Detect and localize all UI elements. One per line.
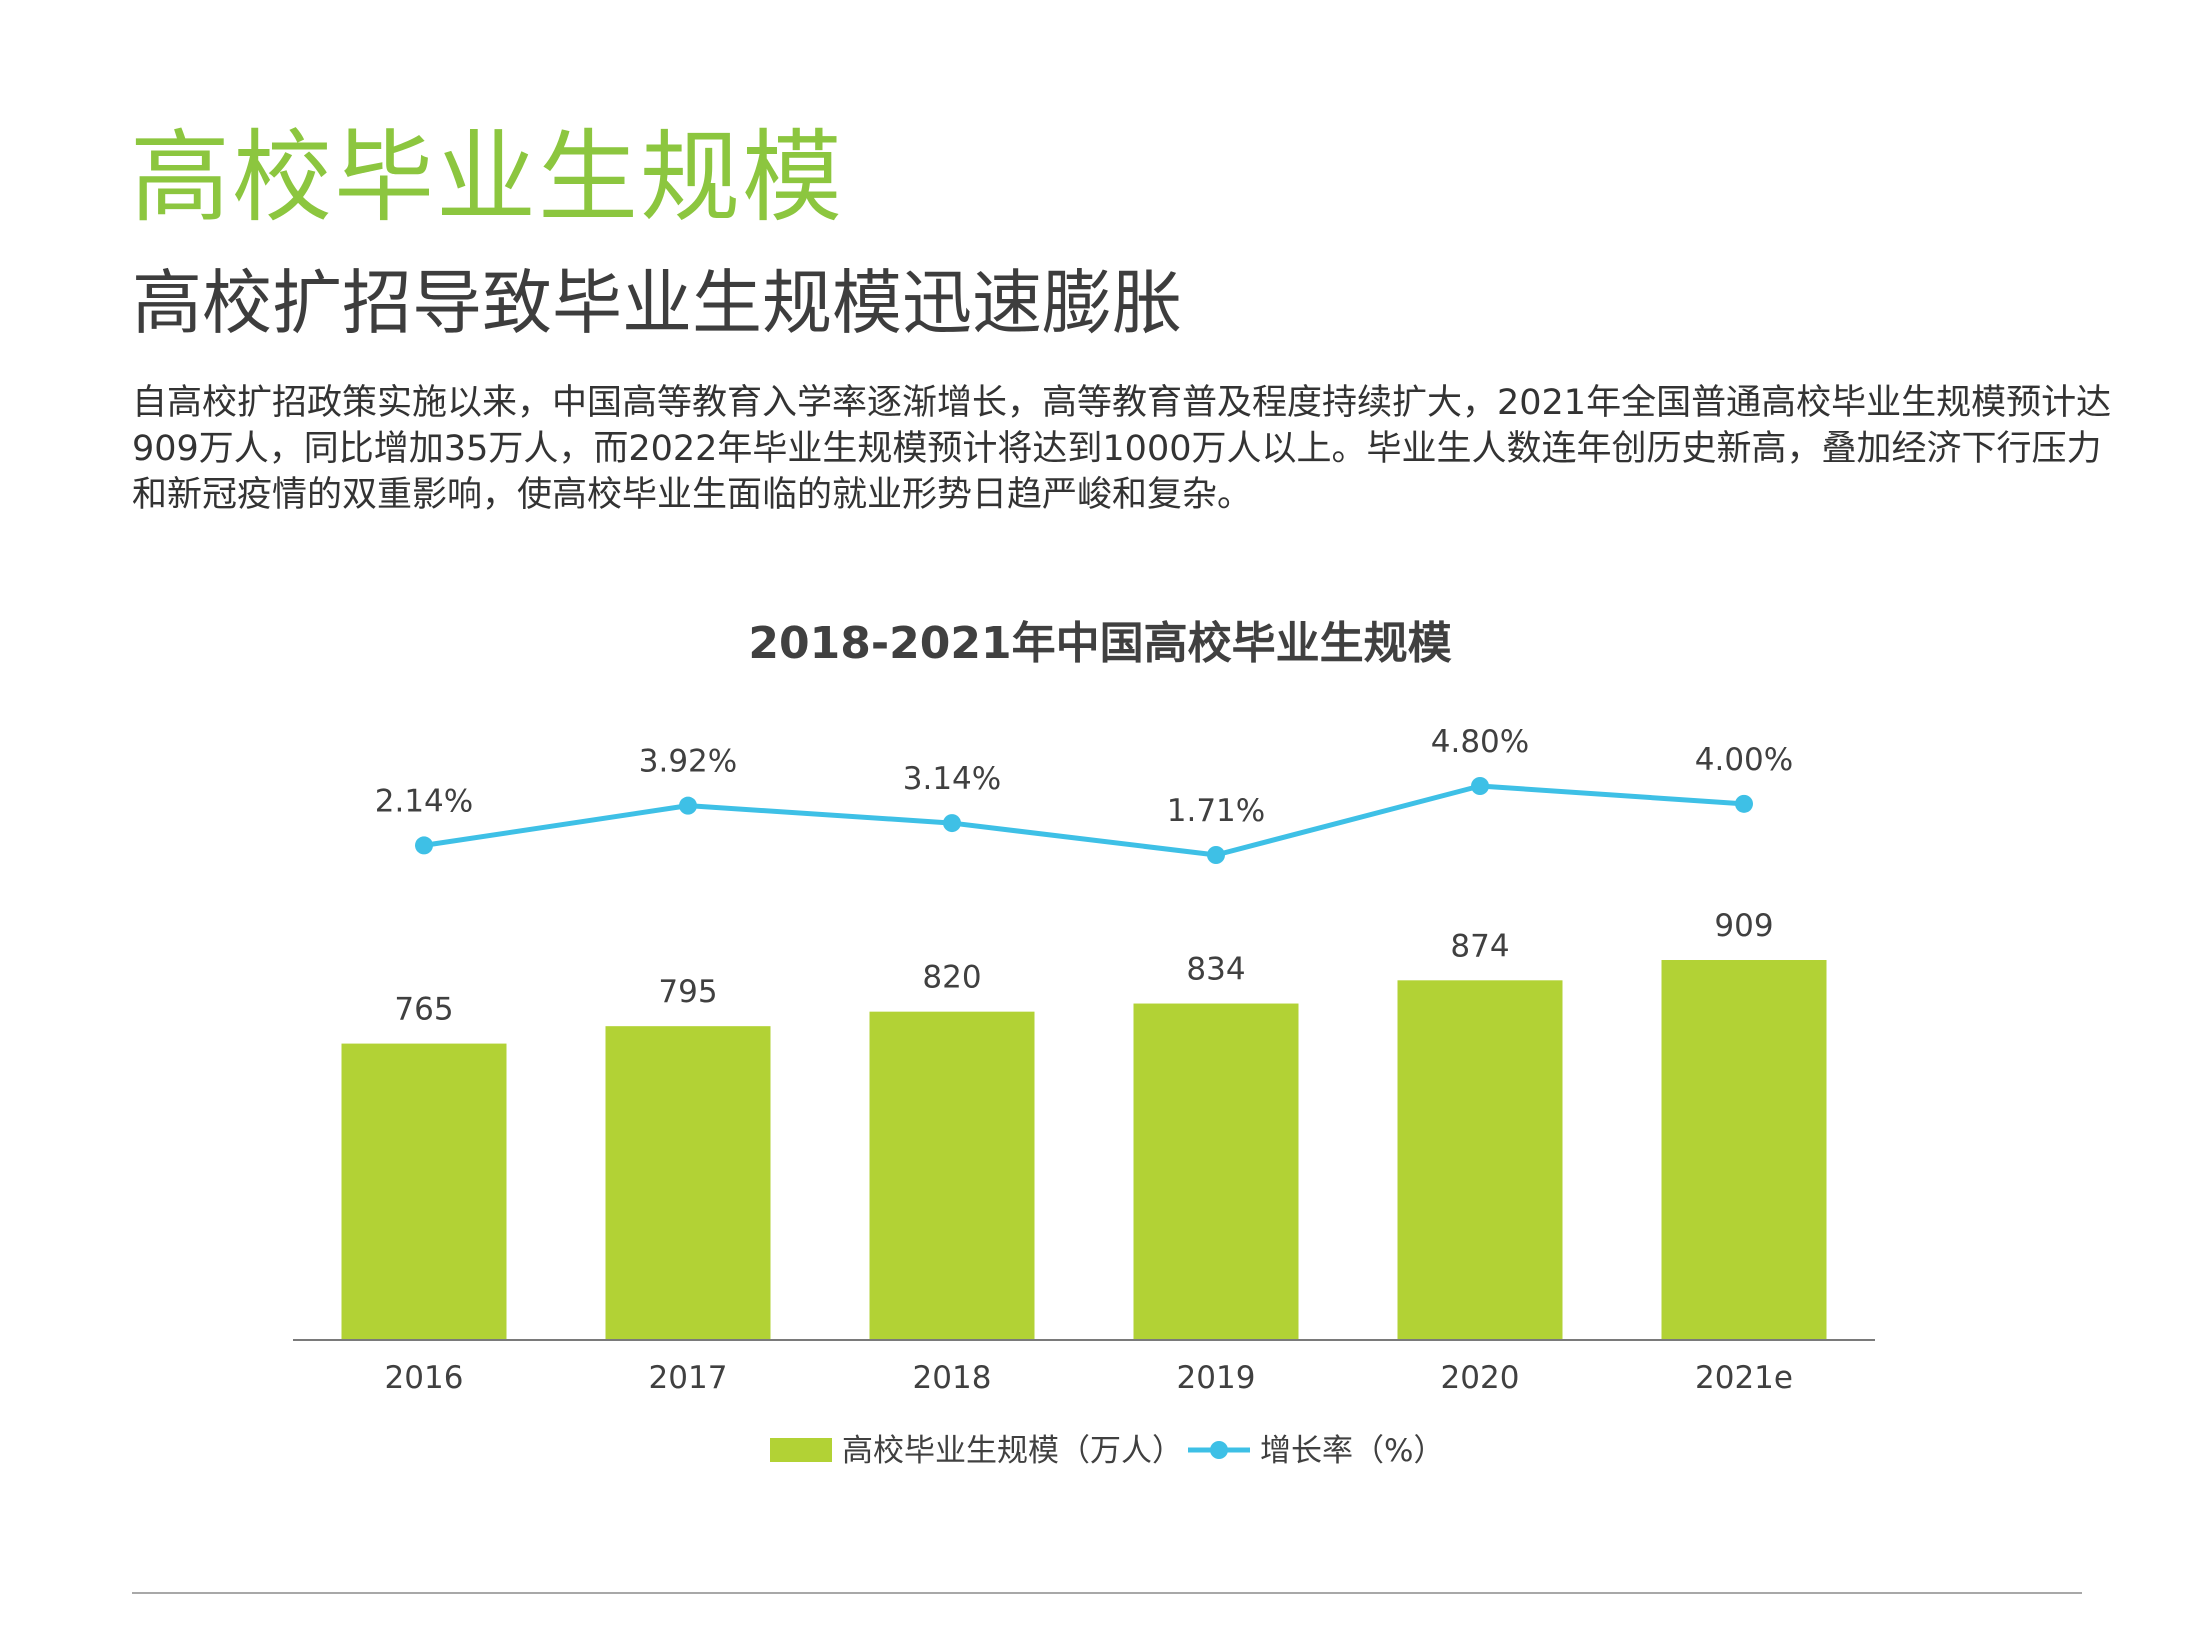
growth-point-2021e <box>1735 794 1753 813</box>
legend-swatch-marker <box>1210 1441 1228 1459</box>
growth-value-label: 4.80% <box>1431 724 1529 760</box>
bars-layer: 765 795 820 834 874 909 <box>341 908 1827 1340</box>
growth-point-2020 <box>1471 777 1489 795</box>
growth-point-2017 <box>679 796 697 815</box>
bottom-divider <box>132 1592 2082 1594</box>
legend-label-line: 增长率（%） <box>1260 1433 1444 1469</box>
bar-2016 <box>341 1043 507 1340</box>
intro-paragraph: 自高校扩招政策实施以来，中国高等教育入学率逐渐增长，高等教育普及程度持续扩大，2… <box>132 383 2112 515</box>
bar-2018 <box>869 1011 1035 1340</box>
chart-legend: 高校毕业生规模（万人） 增长率（%） <box>770 1433 1444 1469</box>
bar-value-label: 834 <box>1186 952 1245 988</box>
x-tick-label: 2018 <box>913 1360 992 1396</box>
graduates-chart: 2018-2021年中国高校毕业生规模 765 795 820 834 874 909 2… <box>0 580 2200 1540</box>
chart-canvas: 2018-2021年中国高校毕业生规模 765 795 820 834 874 909 2… <box>293 618 1875 1469</box>
bar-2021e <box>1661 960 1827 1340</box>
x-tick-labels: 2016 2017 2018 2019 2020 2021e <box>385 1360 1793 1396</box>
growth-value-label: 2.14% <box>375 783 473 819</box>
page-title: 高校毕业生规模 <box>130 119 844 236</box>
growth-value-label: 4.00% <box>1695 742 1793 778</box>
page-subtitle: 高校扩招导致毕业生规模迅速膨胀 <box>132 262 1182 344</box>
growth-value-label: 3.92% <box>639 744 737 780</box>
bar-value-label: 874 <box>1450 928 1509 964</box>
growth-rate-line <box>423 783 1745 858</box>
legend-label-bar: 高校毕业生规模（万人） <box>842 1433 1183 1469</box>
bar-2017 <box>605 1026 771 1340</box>
bar-2020 <box>1397 980 1563 1340</box>
x-tick-label: 2016 <box>385 1360 464 1396</box>
bar-2019 <box>1133 1003 1299 1340</box>
bar-value-label: 795 <box>658 974 717 1010</box>
growth-line-layer: 2.14% 3.92% 3.14% 1.71% 4.80% 4.00% <box>375 724 1793 864</box>
growth-value-label: 1.71% <box>1167 793 1265 829</box>
chart-title: 2018-2021年中国高校毕业生规模 <box>748 618 1451 669</box>
legend-swatch-bar <box>770 1438 832 1462</box>
x-tick-label: 2020 <box>1441 1360 1520 1396</box>
growth-point-2016 <box>415 836 433 855</box>
x-tick-label: 2021e <box>1695 1360 1793 1396</box>
bar-value-label: 765 <box>394 992 453 1028</box>
bar-value-label: 909 <box>1714 908 1773 944</box>
bar-value-label: 820 <box>922 960 981 996</box>
growth-point-2018 <box>943 814 961 833</box>
x-tick-label: 2017 <box>649 1360 728 1396</box>
growth-value-label: 3.14% <box>903 761 1001 797</box>
x-tick-label: 2019 <box>1177 1360 1256 1396</box>
growth-point-2019 <box>1207 846 1225 864</box>
